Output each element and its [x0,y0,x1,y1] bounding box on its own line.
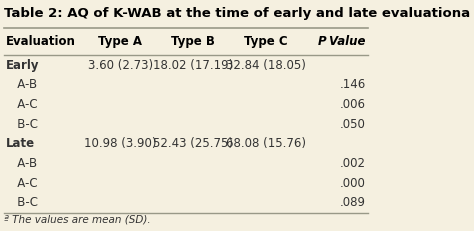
FancyBboxPatch shape [4,28,368,55]
Text: B-C: B-C [6,118,37,131]
Text: 3.60 (2.73): 3.60 (2.73) [88,59,153,72]
Text: .050: .050 [340,118,366,131]
Text: .000: .000 [340,176,366,190]
Text: Type B: Type B [171,35,215,48]
Text: 32.84 (18.05): 32.84 (18.05) [226,59,306,72]
Text: P Value: P Value [319,35,366,48]
Text: 52.43 (25.75): 52.43 (25.75) [153,137,233,150]
Text: A-B: A-B [6,78,36,91]
Text: ª The values are mean (SD).: ª The values are mean (SD). [4,215,150,225]
Text: 18.02 (17.19): 18.02 (17.19) [153,59,233,72]
Text: Type A: Type A [98,35,142,48]
Text: A-C: A-C [6,176,37,190]
Text: A-B: A-B [6,157,36,170]
Text: A-C: A-C [6,98,37,111]
Text: 68.08 (15.76): 68.08 (15.76) [226,137,306,150]
Text: .089: .089 [340,196,366,209]
Text: 10.98 (3.90): 10.98 (3.90) [84,137,156,150]
Text: Early: Early [6,59,39,72]
Text: .006: .006 [340,98,366,111]
Text: .146: .146 [340,78,366,91]
Text: .002: .002 [340,157,366,170]
Text: Type C: Type C [244,35,288,48]
Text: Table 2: AQ of K-WAB at the time of early and late evaluationa: Table 2: AQ of K-WAB at the time of earl… [4,7,470,20]
Text: Evaluation: Evaluation [6,35,75,48]
Text: B-C: B-C [6,196,37,209]
Text: Late: Late [6,137,35,150]
